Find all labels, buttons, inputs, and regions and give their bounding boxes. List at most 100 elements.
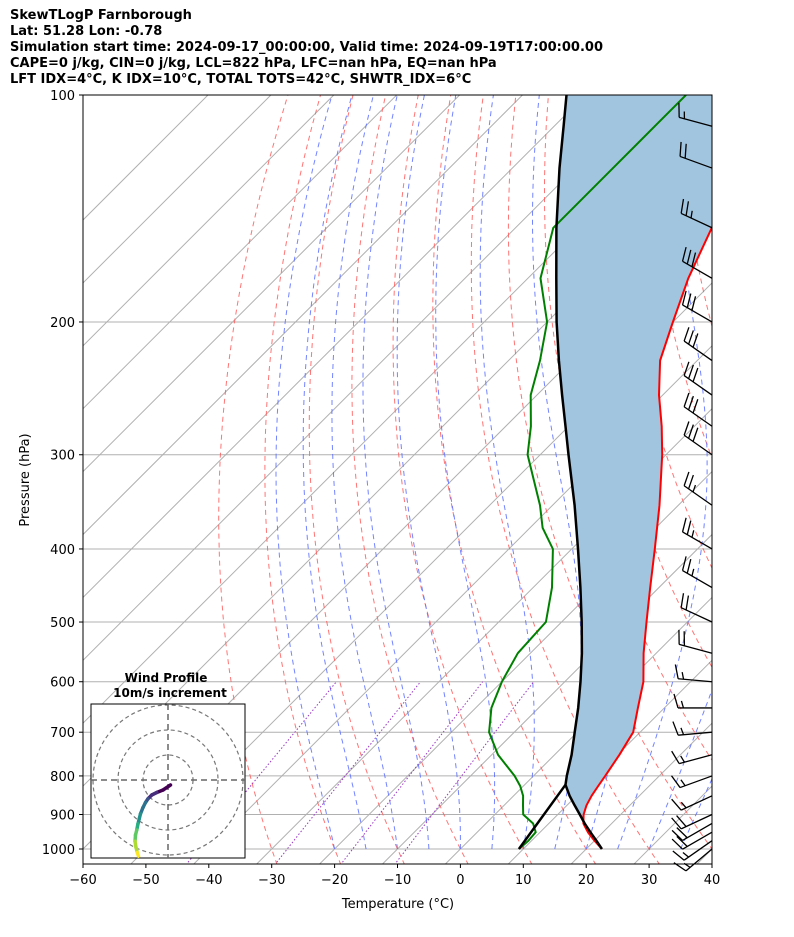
wind-barb-flag xyxy=(683,471,690,486)
wind-barb-flag xyxy=(671,798,682,811)
hodograph-title: Wind Profile xyxy=(125,671,208,685)
x-tick-label: −10 xyxy=(384,873,411,888)
wind-barb-staff xyxy=(680,607,713,623)
wind-barb-staff xyxy=(682,531,713,550)
wind-barb-flag xyxy=(687,364,694,379)
isotherm-line xyxy=(83,95,649,662)
x-tick-label: 0 xyxy=(456,873,464,888)
wind-barb-flag xyxy=(692,367,699,382)
isotherm-line xyxy=(381,533,712,864)
x-tick-label: −20 xyxy=(321,873,348,888)
wind-barb-flag xyxy=(679,141,682,157)
y-tick-label: 1000 xyxy=(42,843,75,858)
wind-barb xyxy=(671,831,713,850)
wind-barb-flag xyxy=(671,838,684,850)
wind-barb-flag xyxy=(687,424,694,439)
wind-barb xyxy=(683,471,713,506)
dry-adiabat-line xyxy=(264,95,342,864)
moist-adiabat-line xyxy=(362,95,430,850)
isotherm-line xyxy=(83,95,523,536)
x-tick-label: −60 xyxy=(69,873,96,888)
wind-barb-flag xyxy=(684,143,687,159)
wind-barb xyxy=(673,848,713,872)
wind-barb xyxy=(683,361,713,396)
wind-barb-staff xyxy=(678,116,713,127)
wind-barb-flag xyxy=(672,850,685,861)
x-tick-label: −40 xyxy=(195,873,222,888)
moist-adiabat-line xyxy=(711,847,712,849)
dry-adiabat-line xyxy=(351,95,469,864)
wind-barb-half-flag xyxy=(681,671,685,680)
dry-adiabat-line xyxy=(308,95,405,864)
dry-adiabat-line xyxy=(218,95,289,864)
isotherm-line xyxy=(255,407,712,864)
wind-barb-flag xyxy=(681,290,687,306)
wind-barb-staff xyxy=(678,643,713,654)
wind-barb-half-flag xyxy=(680,779,686,787)
moist-adiabat-line xyxy=(331,95,398,850)
dry-adiabat-line xyxy=(432,95,597,864)
wind-barb xyxy=(672,721,713,736)
wind-barb-half-flag xyxy=(680,755,685,763)
y-tick-label: 700 xyxy=(50,726,75,741)
dry-adiabat-line xyxy=(507,95,712,850)
wind-barb xyxy=(674,664,713,683)
wind-barb-flag xyxy=(687,474,694,490)
wind-barb-flag xyxy=(686,293,692,308)
wind-barb-flag xyxy=(683,421,690,436)
isotherm-line xyxy=(83,95,272,284)
wind-barb-half-flag xyxy=(690,210,693,219)
wind-barb-staff xyxy=(683,340,713,362)
wind-barb-half-flag xyxy=(680,801,687,809)
isotherm-line xyxy=(444,596,712,864)
wind-barb-staff xyxy=(678,678,713,683)
wind-barb-flag xyxy=(686,558,692,574)
mixing-ratio-line xyxy=(185,681,337,864)
x-tick-label: 20 xyxy=(578,873,595,888)
mixing-ratio-line xyxy=(394,681,534,864)
y-tick-label: 600 xyxy=(50,676,75,691)
wind-barb-staff xyxy=(680,795,713,811)
wind-barb-staff xyxy=(682,304,713,323)
wind-barb-flag xyxy=(674,664,679,679)
indices-line-1: CAPE=0 j/kg, CIN=0 j/kg, LCL=822 hPa, LF… xyxy=(10,56,497,71)
wind-barb-flag xyxy=(681,556,687,571)
isotherm-line xyxy=(318,470,712,864)
wind-barb-staff xyxy=(685,848,713,872)
time-line: Simulation start time: 2024-09-17_00:00:… xyxy=(10,40,603,55)
wind-barb-flag xyxy=(672,721,679,736)
wind-barb-half-flag xyxy=(680,727,685,735)
wind-barb-flag xyxy=(685,201,690,216)
isotherm-line xyxy=(570,722,712,864)
wind-barb-flag xyxy=(671,750,680,764)
wind-barb-staff xyxy=(683,485,713,506)
x-tick-label: 40 xyxy=(704,873,721,888)
wind-barb xyxy=(670,775,713,789)
wind-barb-half-flag xyxy=(691,568,695,577)
hodograph-plot xyxy=(91,704,245,858)
isotherm-line xyxy=(130,282,712,864)
temperature-trace xyxy=(582,225,712,850)
dry-adiabat-line xyxy=(710,95,712,113)
wind-barb xyxy=(681,290,713,323)
wind-barb-flag xyxy=(681,517,687,533)
x-tick-label: −30 xyxy=(258,873,285,888)
wind-barb-flag xyxy=(676,827,688,839)
wind-barb-staff xyxy=(679,775,713,789)
wind-barb-staff xyxy=(683,840,713,861)
wind-barb-flag xyxy=(683,361,690,376)
moist-adiabat-line xyxy=(648,688,712,850)
wind-barb-flag xyxy=(691,252,697,267)
wind-barb xyxy=(672,840,713,861)
wind-barb xyxy=(683,421,713,456)
location-line: Lat: 51.28 Lon: -0.78 xyxy=(10,24,163,39)
wind-barb-flag xyxy=(686,520,692,535)
dewpoint-trace xyxy=(488,95,687,850)
wind-barb xyxy=(678,629,713,654)
x-tick-label: 10 xyxy=(515,873,532,888)
wind-barb-flag xyxy=(673,862,687,872)
mixing-ratio-line xyxy=(340,681,484,864)
dry-adiabat-line xyxy=(470,95,660,864)
